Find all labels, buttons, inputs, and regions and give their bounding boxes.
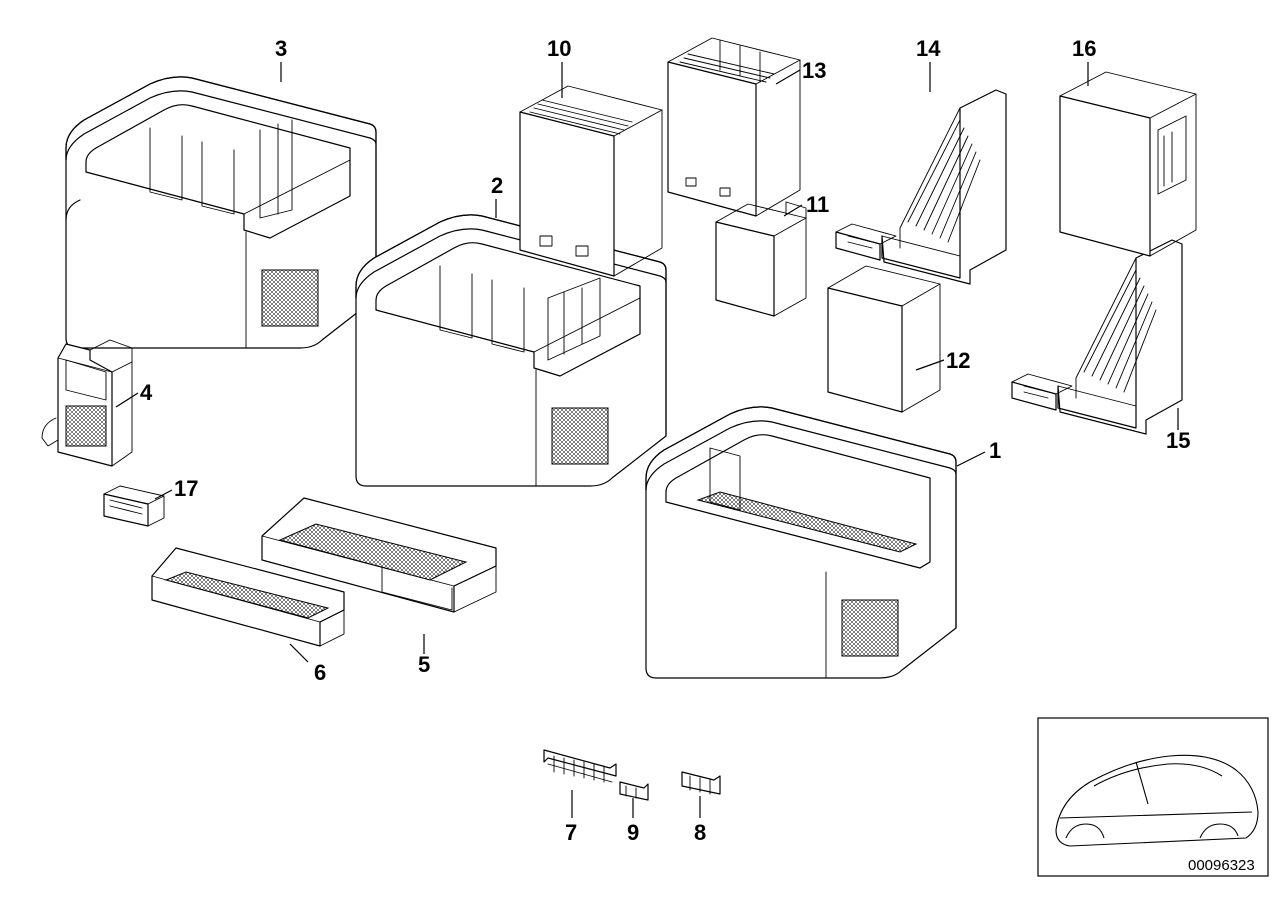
part-4 <box>42 340 132 466</box>
callout-14: 14 <box>916 36 940 62</box>
callout-10: 10 <box>547 36 571 62</box>
part-9 <box>620 782 648 800</box>
reference-inset: 00096323 <box>1038 718 1268 876</box>
callout-1: 1 <box>989 438 1001 464</box>
reference-number: 00096323 <box>1188 857 1255 874</box>
callout-4: 4 <box>140 380 152 406</box>
part-3 <box>66 77 376 348</box>
part-7 <box>544 750 616 782</box>
part-12 <box>828 266 940 412</box>
part-16 <box>1060 72 1196 256</box>
part-15 <box>1012 240 1182 434</box>
callout-16: 16 <box>1072 36 1096 62</box>
callout-3: 3 <box>275 36 287 62</box>
callout-8: 8 <box>694 820 706 846</box>
callout-7: 7 <box>565 820 577 846</box>
part-11 <box>716 202 806 316</box>
part-13 <box>668 38 800 216</box>
callout-11: 11 <box>806 192 829 218</box>
callout-6: 6 <box>314 660 326 686</box>
callout-2: 2 <box>491 173 503 199</box>
part-8 <box>682 772 720 794</box>
part-1 <box>646 407 956 678</box>
part-17 <box>104 486 164 526</box>
callout-9: 9 <box>627 820 639 846</box>
part-14 <box>836 90 1006 284</box>
callout-5: 5 <box>418 652 430 678</box>
callout-17: 17 <box>174 476 198 502</box>
callout-15: 15 <box>1166 428 1190 454</box>
diagram-svg: 00096323 <box>0 0 1287 911</box>
callout-13: 13 <box>802 58 826 84</box>
diagram-stage: 00096323 1 2 3 4 5 6 7 8 9 10 11 12 13 1… <box>0 0 1287 911</box>
part-2 <box>356 215 666 486</box>
callout-12: 12 <box>946 348 970 374</box>
part-10 <box>520 86 662 276</box>
